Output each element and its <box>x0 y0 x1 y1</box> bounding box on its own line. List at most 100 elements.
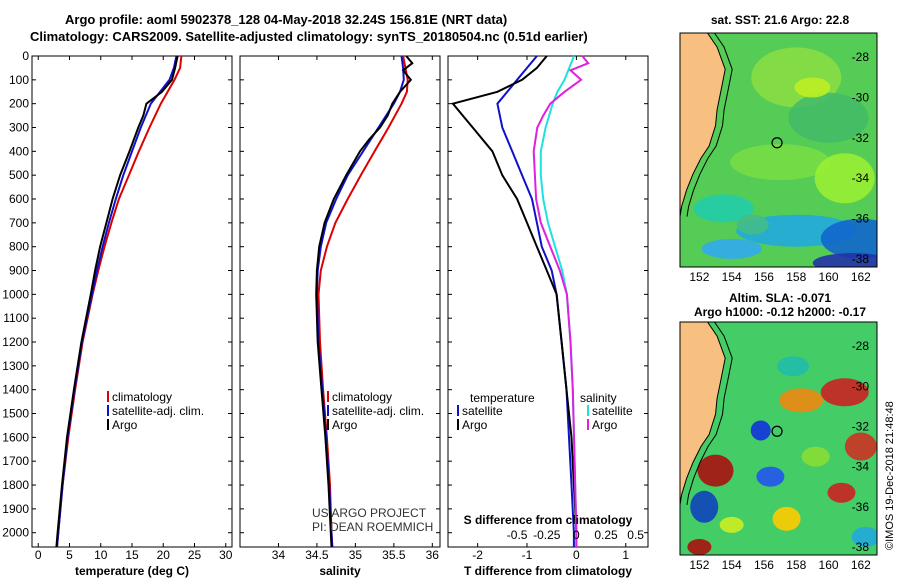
land-mass <box>680 322 726 511</box>
lat-tick-label: -32 <box>852 131 870 145</box>
x-tick-label: 25 <box>188 548 202 562</box>
land-mass <box>680 33 726 223</box>
field-patch <box>719 516 744 533</box>
lon-tick-label: 154 <box>722 270 742 284</box>
legend-label: climatology <box>112 390 172 404</box>
imos-credit: ©IMOS 19-Dec-2018 21:48:48 <box>884 401 896 550</box>
field-patch <box>690 490 719 523</box>
chart-title-line1: Argo profile: aoml 5902378_128 04-May-20… <box>65 12 508 27</box>
x-tick-label: 1 <box>622 548 629 562</box>
legend-label: Argo <box>592 418 618 432</box>
field-patch <box>697 454 734 487</box>
depth-tick-label: 1100 <box>3 311 29 325</box>
field-patch <box>788 92 869 143</box>
plot-frame <box>447 55 649 548</box>
depth-tick-label: 0 <box>22 49 29 63</box>
s-tick-label: 0.25 <box>594 528 618 542</box>
depth-tick-label: 600 <box>9 192 29 206</box>
x-axis-label: salinity <box>319 564 361 578</box>
field-patch <box>820 378 869 407</box>
x-tick-label: 15 <box>125 548 139 562</box>
depth-tick-label: 1000 <box>2 287 29 301</box>
lon-tick-label: 156 <box>754 270 774 284</box>
field-patch <box>851 526 877 547</box>
credit-project: US ARGO PROJECT <box>312 506 427 520</box>
lon-tick-label: 152 <box>689 558 709 572</box>
legend-label: satellite-adj. clim. <box>332 404 424 418</box>
legend-label: Argo <box>332 418 358 432</box>
depth-tick-label: 300 <box>9 121 29 135</box>
series-argo <box>55 55 179 548</box>
s-tick-label: 0 <box>573 528 580 542</box>
depth-tick-label: 900 <box>9 264 29 278</box>
legend-label: satellite <box>462 404 503 418</box>
lat-tick-label: -38 <box>852 540 870 554</box>
panel-difference: -2 -1 0 1 T difference from climatology tempe… <box>447 55 649 578</box>
profile-location-marker <box>771 137 783 149</box>
field-patch <box>777 356 810 377</box>
lat-tick-label: -34 <box>852 460 870 474</box>
shelf-contour <box>686 322 733 505</box>
lon-tick-label: 160 <box>819 558 839 572</box>
depth-tick-label: 1600 <box>2 430 29 444</box>
chart-title-line2: Climatology: CARS2009. Satellite-adjuste… <box>30 29 588 44</box>
x-tick-label: 0 <box>35 548 42 562</box>
field-patch <box>779 388 824 413</box>
field-patch <box>687 538 712 555</box>
field-patch <box>772 506 801 531</box>
x-tick-label: 10 <box>94 548 108 562</box>
x-tick-label: 0 <box>573 548 580 562</box>
lat-tick-label: -32 <box>852 419 870 433</box>
depth-tick-label: 2000 <box>2 526 29 540</box>
sla-map-title: Altim. SLA: -0.071 <box>729 291 831 305</box>
map-frame <box>679 32 878 268</box>
lon-tick-label: 156 <box>754 558 774 572</box>
x-tick-label: 5 <box>66 548 73 562</box>
x-tick-label: 34 <box>272 548 286 562</box>
x-tick-label: 30 <box>219 548 233 562</box>
x-tick-label: -1 <box>522 548 533 562</box>
x-tick-label: 35 <box>349 548 363 562</box>
lon-tick-label: 158 <box>786 270 806 284</box>
field-patch <box>701 238 762 259</box>
field-patch <box>814 153 875 204</box>
lon-tick-label: 162 <box>851 558 871 572</box>
lat-tick-label: -36 <box>852 212 870 226</box>
depth-tick-label: 1700 <box>2 454 29 468</box>
depth-tick-label: 1400 <box>2 383 29 397</box>
depth-tick-label: 200 <box>9 97 29 111</box>
field-patch <box>844 432 877 461</box>
legend-title-salinity: salinity <box>580 391 617 405</box>
sst-map-title: sat. SST: 21.6 Argo: 22.8 <box>711 13 850 27</box>
x-tick-label: 20 <box>157 548 171 562</box>
series-t-argo <box>451 55 578 547</box>
legend-label: Argo <box>462 418 488 432</box>
lat-tick-label: -28 <box>852 339 870 353</box>
lon-tick-label: 160 <box>819 270 839 284</box>
field-patch <box>794 77 831 98</box>
depth-tick-label: 1900 <box>2 502 29 516</box>
lat-tick-label: -36 <box>852 500 870 514</box>
lon-tick-label: 158 <box>786 558 806 572</box>
depth-tick-label: 100 <box>9 73 29 87</box>
field-patch <box>812 252 877 267</box>
depth-tick-label: 1800 <box>2 478 29 492</box>
field-patch <box>756 466 785 487</box>
s-axis-label: S difference from climatology <box>464 513 633 527</box>
field-patch <box>693 194 754 223</box>
lon-tick-label: 162 <box>851 270 871 284</box>
lat-tick-label: -30 <box>852 91 870 105</box>
lon-tick-label: 152 <box>689 270 709 284</box>
lon-tick-label: 154 <box>722 558 742 572</box>
s-tick-label: -0.5 <box>507 528 528 542</box>
depth-tick-label: 400 <box>9 144 29 158</box>
x-tick-label: 34.5 <box>305 548 329 562</box>
field-patch <box>750 420 771 441</box>
field-patch <box>827 482 856 503</box>
lat-tick-label: -34 <box>852 171 870 185</box>
lat-tick-label: -28 <box>852 50 870 64</box>
depth-tick-label: 500 <box>9 168 29 182</box>
x-tick-label: 35.5 <box>382 548 406 562</box>
series-s-argo <box>532 55 590 547</box>
